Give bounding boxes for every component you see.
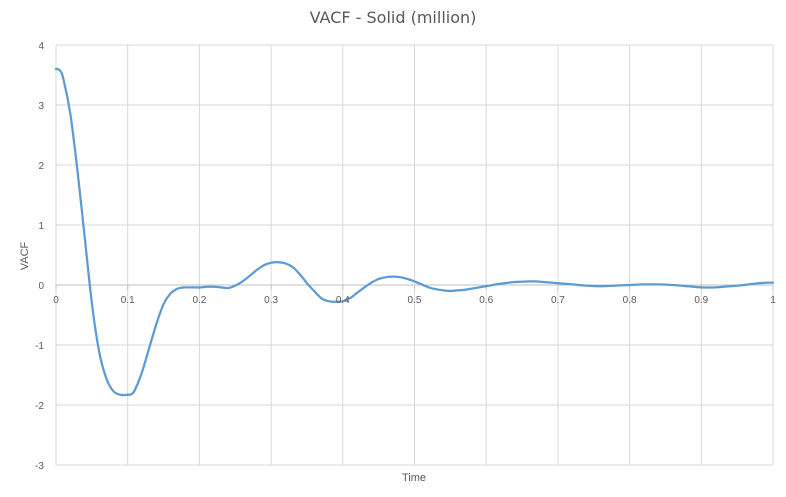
y-tick-label: 3: [38, 101, 44, 112]
chart-title: VACF - Solid (million): [309, 8, 477, 27]
y-tick-label: -2: [35, 401, 44, 412]
y-tick-label: 1: [38, 221, 44, 232]
x-axis-title: Time: [402, 472, 426, 484]
gridlines: [55, 44, 774, 466]
y-tick-label: -3: [35, 461, 44, 472]
x-tick-label: 0.7: [551, 295, 565, 306]
series-layer: [54, 67, 775, 397]
x-tick-label: 0.4: [336, 295, 350, 306]
series-line: [54, 67, 775, 397]
y-axis-title: VACF: [19, 241, 31, 270]
x-tick-label: 0.6: [479, 295, 493, 306]
y-tick-label: 0: [38, 281, 44, 292]
tick-labels: 4 3 2 1 0 -1 -2 -3 0 0.1 0.2 0.3 0.4 0.5 0.6 0.7 0.8 0.9 1: [35, 41, 776, 472]
x-tick-label: 1: [770, 295, 776, 306]
x-tick-label: 0: [53, 295, 59, 306]
x-tick-label: 0.8: [623, 295, 637, 306]
x-tick-label: 0.1: [121, 295, 135, 306]
x-tick-label: 0.9: [694, 295, 708, 306]
y-tick-label: -1: [35, 341, 44, 352]
y-tick-label: 4: [38, 41, 44, 52]
x-tick-label: 0.3: [264, 295, 278, 306]
y-tick-label: 2: [38, 161, 44, 172]
x-tick-label: 0.5: [408, 295, 422, 306]
x-tick-label: 0.2: [192, 295, 206, 306]
